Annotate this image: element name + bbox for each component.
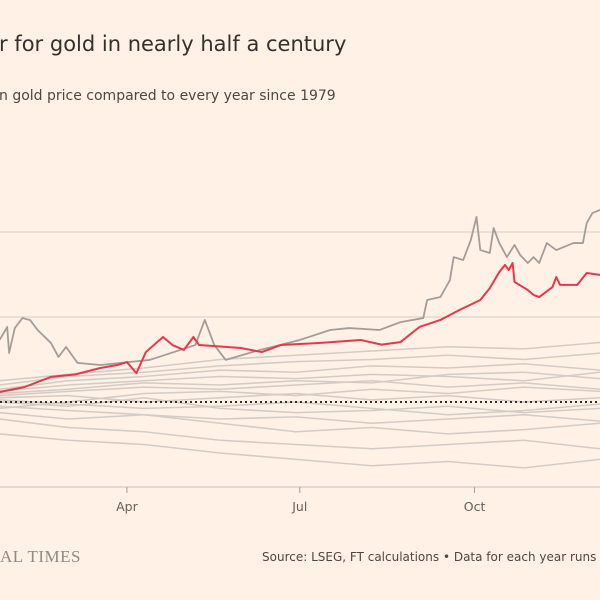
chart-subtitle: n gold price compared to every year sinc… <box>0 88 336 104</box>
x-tick-label-oct: Oct <box>464 499 486 514</box>
other-year-line <box>0 405 600 425</box>
year-1979-series <box>0 209 600 366</box>
highlight-year-line <box>0 262 600 393</box>
x-tick-label-jul: Jul <box>291 499 307 514</box>
other-year-line <box>0 418 600 450</box>
other-year-line <box>0 411 600 435</box>
highlight-year-series <box>0 262 600 393</box>
other-year-line <box>0 379 600 397</box>
other-year-line <box>0 362 600 391</box>
other-year-line <box>0 371 600 393</box>
year-1979-line <box>0 209 600 366</box>
other-year-line <box>0 341 600 382</box>
ft-logo-text: AL TIMES <box>0 547 81 566</box>
chart-title: r for gold in nearly half a century <box>0 32 347 56</box>
x-axis: Apr Jul Oct <box>116 487 485 514</box>
other-year-line <box>0 392 600 403</box>
other-year-line <box>0 396 600 414</box>
other-year-line <box>0 371 600 395</box>
x-tick-label-apr: Apr <box>116 499 138 514</box>
source-note: Source: LSEG, FT calculations • Data for… <box>262 550 600 564</box>
other-year-line <box>0 386 600 410</box>
other-years-lines <box>0 341 600 469</box>
other-year-line <box>0 433 600 469</box>
other-year-line <box>0 352 600 386</box>
